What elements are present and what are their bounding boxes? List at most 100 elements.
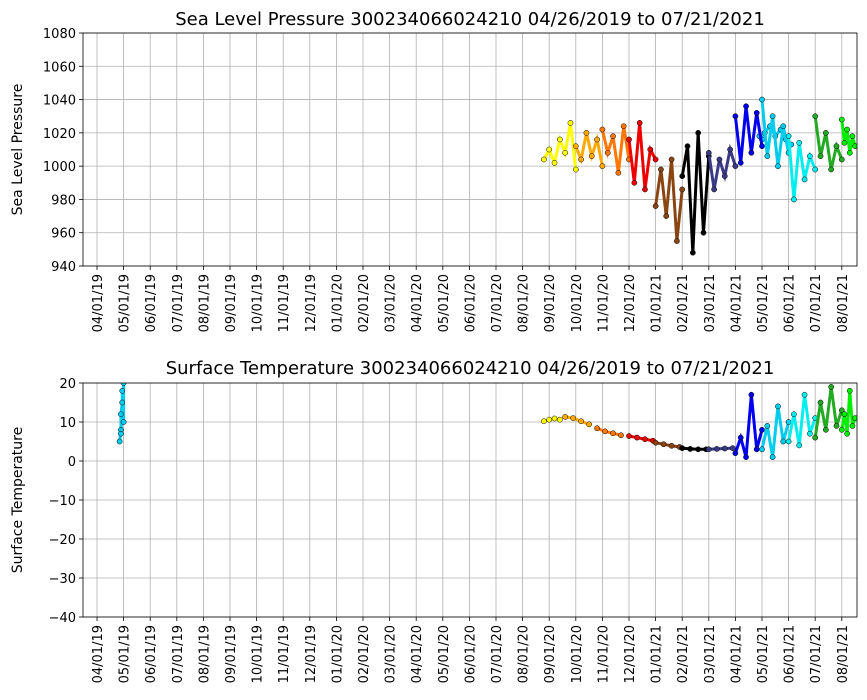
series-line (760, 99, 791, 167)
x-tick-label: 05/01/20 (437, 274, 452, 332)
y-tick-label: −10 (49, 494, 76, 509)
x-tick-label: 10/01/19 (251, 625, 266, 683)
x-tick-label: 04/01/21 (729, 274, 744, 332)
series-line (707, 143, 737, 190)
x-tick-label: 06/01/21 (783, 274, 798, 332)
data-point (743, 454, 749, 460)
data-point (679, 445, 686, 451)
data-point (668, 156, 675, 163)
data-point (652, 203, 659, 209)
data-point (652, 439, 659, 446)
data-point (674, 238, 680, 244)
data-point (594, 136, 600, 143)
data-point (748, 391, 755, 398)
data-point (838, 407, 845, 414)
data-point (796, 442, 803, 449)
x-tick-label: 05/01/20 (437, 625, 452, 683)
data-point (753, 110, 760, 116)
x-tick-label: 02/01/21 (676, 625, 691, 683)
data-point (852, 143, 857, 150)
data-point (119, 399, 126, 406)
y-tick-label: 1020 (43, 127, 76, 142)
data-point (828, 384, 835, 390)
data-point (732, 163, 739, 169)
x-tick-label: 06/01/19 (144, 625, 159, 683)
y-tick-label: 940 (51, 260, 76, 275)
data-point (849, 423, 856, 429)
data-point (551, 415, 558, 422)
x-tick-label: 09/01/19 (224, 625, 239, 683)
series-line (813, 116, 844, 170)
data-point (775, 163, 781, 169)
data-point (602, 428, 608, 435)
data-point (812, 166, 819, 173)
series-line (596, 426, 622, 437)
data-point (562, 414, 569, 420)
data-point (541, 156, 547, 163)
chart-title: Surface Temperature 300234066024210 04/2… (166, 358, 775, 379)
data-point (838, 426, 845, 433)
data-point (567, 120, 574, 126)
x-tick-label: 05/01/19 (118, 625, 133, 683)
data-point (572, 143, 579, 150)
data-point (642, 436, 648, 443)
y-tick-label: −30 (49, 572, 76, 587)
data-point (769, 454, 776, 460)
data-point (599, 126, 606, 133)
data-point (116, 438, 123, 445)
data-point (785, 438, 792, 445)
x-tick-label: 05/01/21 (756, 274, 771, 332)
x-tick-label: 09/01/20 (543, 274, 558, 332)
x-tick-label: 07/01/20 (490, 274, 505, 332)
data-point (852, 415, 857, 421)
data-point (732, 113, 739, 120)
data-point (705, 446, 712, 453)
data-point (807, 430, 813, 437)
data-point (620, 123, 627, 130)
data-point (759, 426, 765, 433)
data-point (780, 438, 787, 445)
x-tick-label: 11/01/20 (596, 625, 611, 683)
data-point (846, 149, 853, 156)
y-tick-label: −20 (49, 533, 76, 548)
x-tick-label: 01/01/21 (650, 274, 665, 332)
x-tick-label: 07/01/19 (171, 274, 186, 332)
x-tick-label: 07/01/21 (809, 625, 824, 683)
data-point (812, 113, 819, 120)
data-point (551, 159, 558, 166)
data-point (119, 387, 126, 394)
data-point (833, 143, 840, 150)
series-line (655, 441, 680, 449)
data-point (817, 399, 824, 406)
data-point (636, 120, 643, 126)
x-tick-label: 11/01/20 (596, 274, 611, 332)
data-point (695, 446, 702, 453)
y-tick-label: 20 (59, 377, 76, 392)
data-point (610, 133, 616, 140)
data-point (759, 446, 765, 453)
data-point (652, 156, 659, 163)
chart-title: Sea Level Pressure 300234066024210 04/26… (175, 9, 765, 30)
x-tick-label: 04/01/21 (729, 625, 744, 683)
x-tick-label: 08/01/20 (517, 625, 532, 683)
data-point (663, 213, 670, 219)
data-point (822, 130, 829, 136)
data-point (775, 403, 781, 410)
x-tick-label: 02/01/20 (357, 274, 372, 332)
x-tick-label: 12/01/20 (623, 625, 638, 683)
x-tick-label: 03/01/20 (384, 625, 399, 683)
x-tick-label: 04/01/20 (410, 625, 425, 683)
data-point (727, 146, 733, 153)
x-tick-label: 10/01/20 (570, 625, 585, 683)
y-tick-label: 1040 (43, 94, 76, 109)
data-point (716, 156, 723, 163)
data-point (556, 136, 563, 143)
data-point (120, 419, 127, 425)
data-point (660, 441, 667, 448)
x-tick-label: 06/01/21 (783, 625, 798, 683)
data-point (841, 139, 848, 146)
data-point (631, 179, 638, 186)
data-point (687, 446, 694, 452)
data-point (679, 173, 686, 179)
